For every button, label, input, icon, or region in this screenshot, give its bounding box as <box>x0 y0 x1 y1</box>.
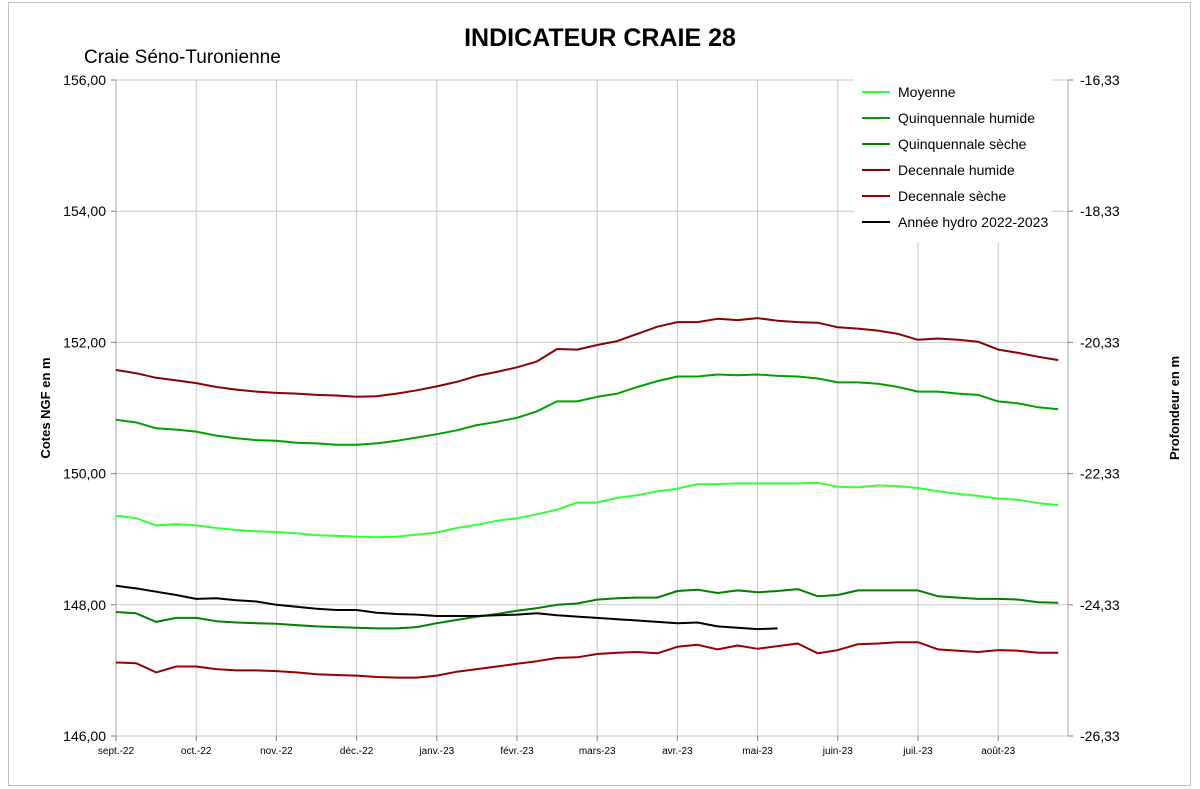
x-tick-label: févr.-23 <box>500 746 534 757</box>
y-tick-label: 150,00 <box>63 466 106 482</box>
chart-frame <box>8 2 1191 786</box>
legend-label-quinquennale-seche: Quinquennale sèche <box>898 136 1027 152</box>
y-axis-title: Cotes NGF en m <box>38 357 53 458</box>
y2-tick-label: -16,33 <box>1080 72 1120 88</box>
x-tick-label: nov.-22 <box>260 746 293 757</box>
x-tick-label: août-23 <box>981 746 1015 757</box>
series-line-annee-hydro-2022-2023 <box>115 584 778 631</box>
x-tick-label: mai-23 <box>742 746 773 757</box>
x-tick-label: avr.-23 <box>662 746 693 757</box>
y-tick-label: 154,00 <box>63 203 106 219</box>
x-tick-label: déc.-22 <box>340 746 374 757</box>
y2-tick-label: -22,33 <box>1080 466 1120 482</box>
x-tick-label: juin-23 <box>822 746 853 757</box>
y-tick-label: 148,00 <box>63 597 106 613</box>
legend-label-decennale-seche: Decennale sèche <box>898 188 1006 204</box>
x-tick-label: sept.-22 <box>98 746 135 757</box>
chart-subtitle: Craie Séno-Turonienne <box>84 47 281 68</box>
series-line-moyenne <box>115 481 1059 539</box>
legend-label-annee-hydro-2022-2023: Année hydro 2022-2023 <box>898 214 1048 230</box>
legend-label-moyenne: Moyenne <box>898 84 956 100</box>
x-tick-label: janv.-23 <box>418 746 454 757</box>
legend-label-quinquennale-humide: Quinquennale humide <box>898 110 1035 126</box>
y2-tick-label: -20,33 <box>1080 334 1120 350</box>
x-tick-label: mars-23 <box>579 746 616 757</box>
x-tick-label: oct.-22 <box>181 746 212 757</box>
series-line-decennale-seche <box>115 641 1059 679</box>
y2-axis-title: Profondeur en m <box>1167 356 1182 460</box>
series-line-quinquennale-seche <box>115 588 1059 630</box>
series-line-quinquennale-humide <box>115 373 1059 446</box>
legend-label-decennale-humide: Decennale humide <box>898 162 1015 178</box>
chart-title: INDICATEUR CRAIE 28 <box>464 24 736 52</box>
y2-tick-label: -18,33 <box>1080 203 1120 219</box>
legend-box <box>854 76 1052 242</box>
y-tick-label: 152,00 <box>63 334 106 350</box>
y-tick-label: 146,00 <box>63 728 106 744</box>
y2-tick-label: -24,33 <box>1080 597 1120 613</box>
x-tick-label: juil.-23 <box>902 746 933 757</box>
series-line-decennale-humide <box>115 317 1059 398</box>
y-tick-label: 156,00 <box>63 72 106 88</box>
y2-tick-label: -26,33 <box>1080 728 1120 744</box>
